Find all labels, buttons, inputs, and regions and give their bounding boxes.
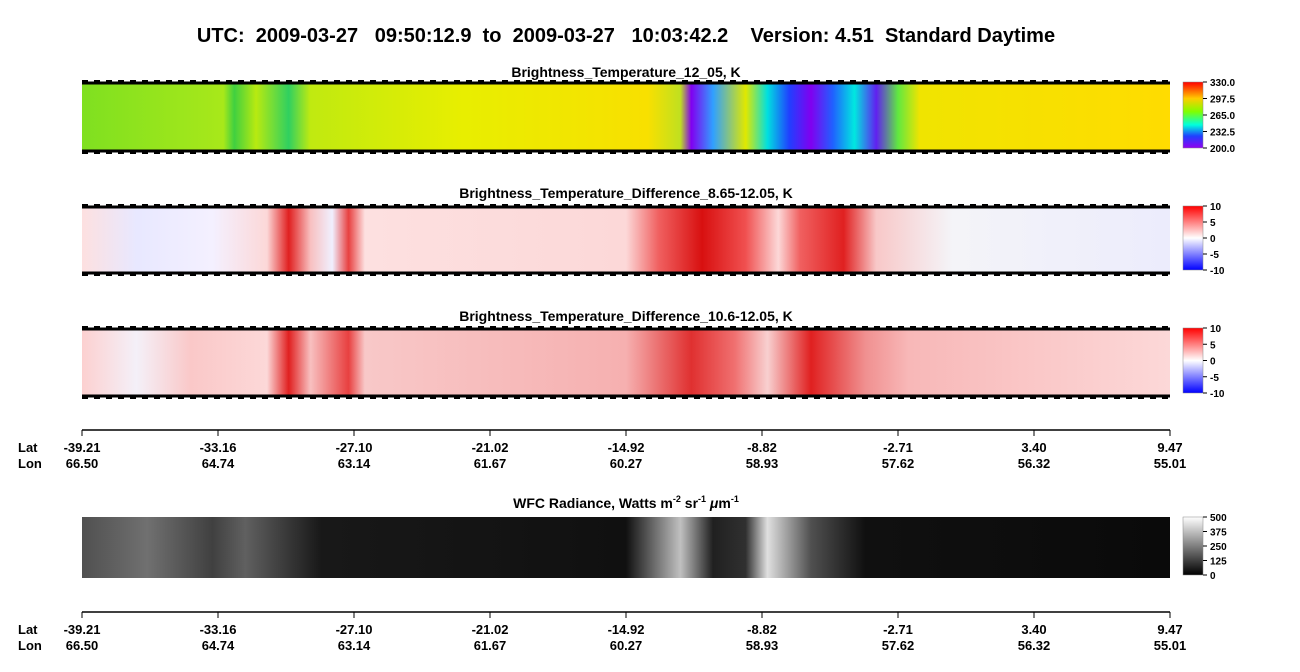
colorbar-label: -5 bbox=[1210, 250, 1219, 261]
axis-label: Lon bbox=[18, 456, 42, 471]
lon-label: 61.67 bbox=[474, 456, 507, 471]
title-part: -1 bbox=[731, 494, 739, 504]
colorbar-label: 10 bbox=[1210, 202, 1222, 213]
image-strip bbox=[82, 517, 1170, 578]
colorbar-label: 200.0 bbox=[1210, 144, 1235, 155]
colorbar-label: 500 bbox=[1210, 513, 1227, 524]
lon-label: 56.32 bbox=[1018, 638, 1051, 653]
lon-label: 66.50 bbox=[66, 638, 99, 653]
lon-label: 55.01 bbox=[1154, 638, 1187, 653]
lat-label: -21.02 bbox=[472, 622, 509, 637]
lon-label: 58.93 bbox=[746, 456, 779, 471]
panel-title: Brightness_Temperature_12_05, K bbox=[511, 64, 740, 80]
lat-label: -33.16 bbox=[200, 622, 237, 637]
lon-label: 64.74 bbox=[202, 456, 235, 471]
colorbar-label: 0 bbox=[1210, 234, 1216, 245]
image-strip bbox=[82, 208, 1170, 272]
colorbar-label: 232.5 bbox=[1210, 128, 1235, 139]
title-part: sr bbox=[681, 495, 699, 511]
lon-label: 63.14 bbox=[338, 456, 371, 471]
colorbar-label: 250 bbox=[1210, 542, 1227, 553]
colorbar-label: 5 bbox=[1210, 340, 1216, 351]
image-strip bbox=[82, 330, 1170, 395]
title-part: WFC Radiance, Watts m bbox=[513, 495, 673, 511]
colorbar-label: -5 bbox=[1210, 373, 1219, 384]
lat-label: -21.02 bbox=[472, 440, 509, 455]
lon-label: 56.32 bbox=[1018, 456, 1051, 471]
lat-label: -39.21 bbox=[64, 440, 101, 455]
title-part: -1 bbox=[698, 494, 706, 504]
lat-label: -27.10 bbox=[336, 440, 373, 455]
lon-label: 55.01 bbox=[1154, 456, 1187, 471]
panel-title: Brightness_Temperature_Difference_8.65-1… bbox=[459, 185, 793, 201]
lon-label: 66.50 bbox=[66, 456, 99, 471]
title-part: μ bbox=[709, 495, 719, 511]
lon-label: 60.27 bbox=[610, 638, 643, 653]
lat-label: -14.92 bbox=[608, 440, 645, 455]
colorbar bbox=[1182, 81, 1204, 149]
lat-label: -2.71 bbox=[883, 622, 913, 637]
colorbar-label: 297.5 bbox=[1210, 95, 1235, 106]
lon-label: 60.27 bbox=[610, 456, 643, 471]
lat-label: -8.82 bbox=[747, 440, 777, 455]
panel-title: WFC Radiance, Watts m-2 sr-1 μm-1 bbox=[513, 494, 739, 511]
lat-label: 9.47 bbox=[1157, 622, 1182, 637]
lat-label: -8.82 bbox=[747, 622, 777, 637]
colorbar-label: 10 bbox=[1210, 324, 1222, 335]
image-strip bbox=[82, 84, 1170, 150]
lat-label: -39.21 bbox=[64, 622, 101, 637]
colorbar-label: 375 bbox=[1210, 528, 1227, 539]
axis-label: Lat bbox=[18, 440, 38, 455]
colorbar-label: -10 bbox=[1210, 266, 1225, 277]
lat-label: 9.47 bbox=[1157, 440, 1182, 455]
colorbar-label: 125 bbox=[1210, 557, 1227, 568]
lon-label: 63.14 bbox=[338, 638, 371, 653]
axis-label: Lon bbox=[18, 638, 42, 653]
lon-label: 57.62 bbox=[882, 638, 915, 653]
figure-title: UTC: 2009-03-27 09:50:12.9 to 2009-03-27… bbox=[197, 25, 1055, 47]
colorbar-label: -10 bbox=[1210, 389, 1225, 400]
colorbar bbox=[1182, 516, 1204, 576]
colorbar-label: 5 bbox=[1210, 218, 1216, 229]
lat-label: -14.92 bbox=[608, 622, 645, 637]
colorbar-label: 0 bbox=[1210, 571, 1216, 582]
colorbar-label: 0 bbox=[1210, 357, 1216, 368]
colorbar bbox=[1182, 205, 1204, 271]
lon-label: 64.74 bbox=[202, 638, 235, 653]
axis-label: Lat bbox=[18, 622, 38, 637]
colorbar-label: 330.0 bbox=[1210, 78, 1235, 89]
lon-label: 61.67 bbox=[474, 638, 507, 653]
panel-title: Brightness_Temperature_Difference_10.6-1… bbox=[459, 308, 793, 324]
lat-label: 3.40 bbox=[1021, 440, 1046, 455]
title-part: m bbox=[718, 495, 730, 511]
colorbar-label: 265.0 bbox=[1210, 111, 1235, 122]
lat-label: -27.10 bbox=[336, 622, 373, 637]
lat-label: 3.40 bbox=[1021, 622, 1046, 637]
lat-label: -2.71 bbox=[883, 440, 913, 455]
colorbar bbox=[1182, 327, 1204, 394]
lon-label: 58.93 bbox=[746, 638, 779, 653]
title-part: -2 bbox=[673, 494, 681, 504]
lat-label: -33.16 bbox=[200, 440, 237, 455]
lon-label: 57.62 bbox=[882, 456, 915, 471]
